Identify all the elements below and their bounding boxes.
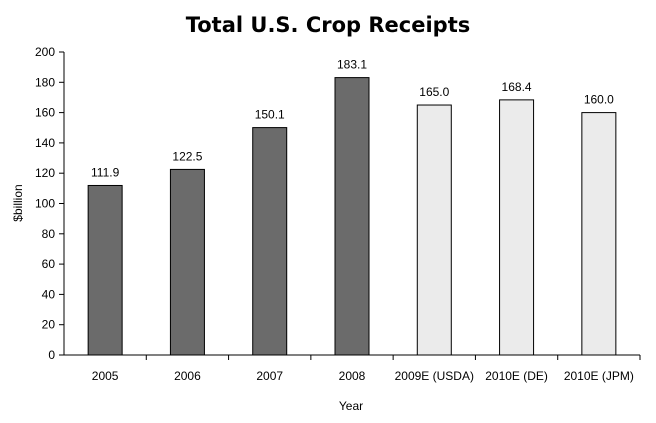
x-tick-label: 2010E (DE) [485, 369, 548, 383]
bar [252, 127, 288, 356]
y-tick-label: 100 [35, 197, 55, 211]
x-tick-label: 2008 [339, 369, 366, 383]
data-label: 111.9 [91, 165, 120, 179]
y-tick-label: 180 [35, 75, 55, 89]
data-label: 168.4 [502, 80, 532, 94]
bar [499, 99, 535, 356]
chart-title: Total U.S. Crop Receipts [186, 13, 471, 37]
data-label: 122.5 [172, 149, 202, 163]
bar [416, 104, 452, 356]
y-tick-label: 80 [42, 227, 56, 241]
y-tick-label: 160 [35, 106, 55, 120]
y-tick-label: 140 [35, 136, 55, 150]
x-tick-label: 2009E (USDA) [395, 369, 474, 383]
x-tick-label: 2005 [92, 369, 119, 383]
y-axis-label: $billion [11, 184, 25, 221]
x-tick-label: 2006 [174, 369, 201, 383]
data-label: 165.0 [419, 85, 449, 99]
y-tick-label: 60 [42, 257, 56, 271]
x-axis-label: Year [339, 399, 363, 413]
x-tick-label: 2010E (JPM) [564, 369, 634, 383]
y-tick-label: 0 [48, 348, 55, 362]
data-label: 160.0 [584, 93, 614, 107]
y-tick-label: 200 [35, 45, 55, 59]
y-tick-label: 40 [42, 287, 56, 301]
y-tick-label: 20 [42, 318, 56, 332]
data-label: 183.1 [337, 58, 367, 72]
data-label: 150.1 [255, 108, 285, 122]
bar [581, 112, 617, 356]
plot-area: 0 20 40 60 80 100 120 140 160 180 200 111.9 2005 122.… [35, 45, 641, 383]
y-tick-label: 120 [35, 166, 55, 180]
bar [334, 77, 370, 356]
bar [169, 168, 205, 356]
x-tick-label: 2007 [256, 369, 283, 383]
bar [87, 184, 123, 356]
